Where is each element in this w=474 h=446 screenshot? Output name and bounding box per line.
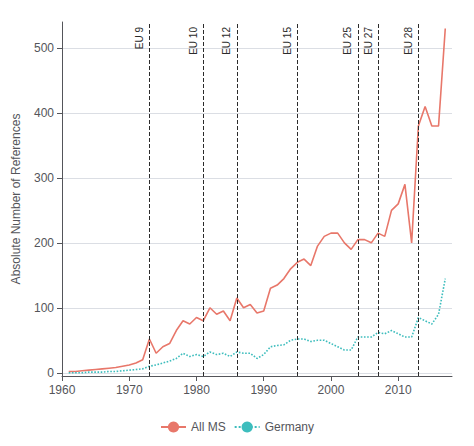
svg-text:EU 10: EU 10 bbox=[188, 27, 199, 55]
svg-text:EU 15: EU 15 bbox=[282, 27, 293, 55]
svg-text:1960: 1960 bbox=[49, 383, 76, 397]
svg-text:500: 500 bbox=[34, 41, 54, 55]
svg-text:Absolute Number of References: Absolute Number of References bbox=[9, 114, 23, 285]
svg-text:EU 28: EU 28 bbox=[403, 27, 414, 55]
svg-text:EU 12: EU 12 bbox=[221, 27, 232, 55]
svg-text:1970: 1970 bbox=[116, 383, 143, 397]
svg-text:1980: 1980 bbox=[183, 383, 210, 397]
svg-text:All MS: All MS bbox=[191, 420, 226, 434]
svg-text:400: 400 bbox=[34, 106, 54, 120]
svg-text:100: 100 bbox=[34, 301, 54, 315]
svg-text:EU 9: EU 9 bbox=[134, 27, 145, 50]
svg-text:EU 25: EU 25 bbox=[342, 27, 353, 55]
svg-text:200: 200 bbox=[34, 236, 54, 250]
svg-text:0: 0 bbox=[47, 366, 54, 380]
svg-text:1990: 1990 bbox=[250, 383, 277, 397]
svg-text:Germany: Germany bbox=[265, 420, 314, 434]
svg-text:2010: 2010 bbox=[385, 383, 412, 397]
svg-text:2000: 2000 bbox=[318, 383, 345, 397]
svg-text:300: 300 bbox=[34, 171, 54, 185]
svg-text:EU 27: EU 27 bbox=[363, 27, 374, 55]
